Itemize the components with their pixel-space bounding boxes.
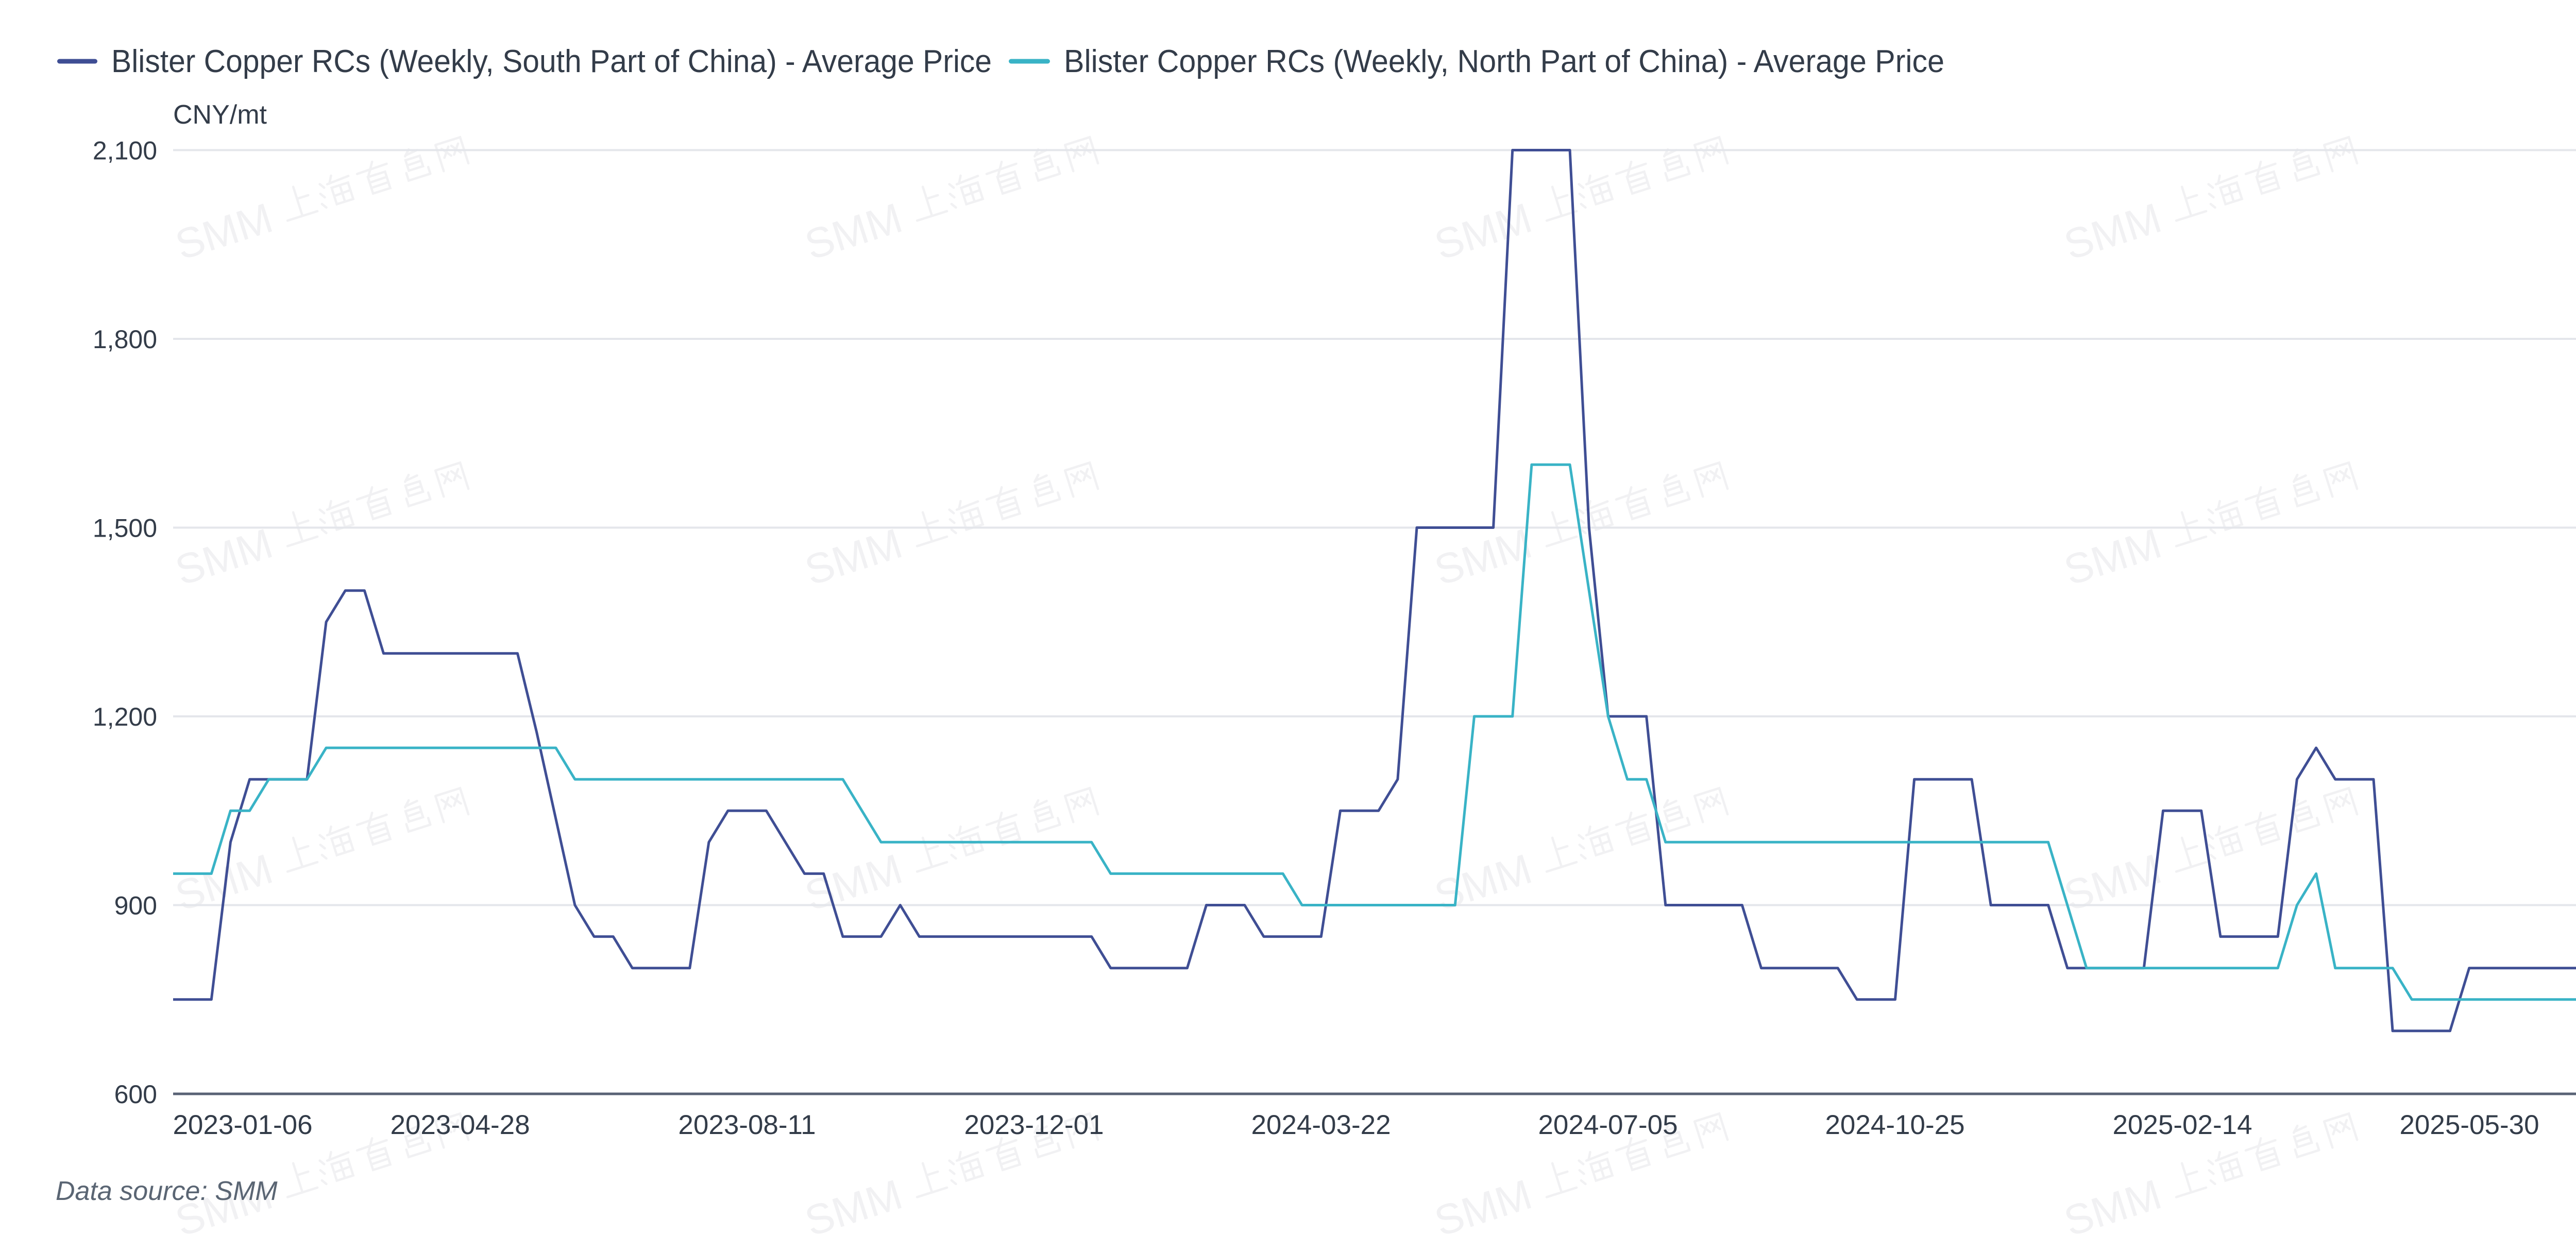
svg-text:2023-08-11: 2023-08-11: [678, 1110, 816, 1140]
svg-text:2024-07-05: 2024-07-05: [1538, 1110, 1677, 1140]
svg-text:2025-05-30: 2025-05-30: [2399, 1110, 2539, 1140]
svg-text:Blister Copper RCs (Weekly, So: Blister Copper RCs (Weekly, South Part o…: [111, 44, 992, 79]
svg-text:1,200: 1,200: [93, 702, 157, 731]
svg-text:CNY/mt: CNY/mt: [173, 100, 267, 130]
svg-text:600: 600: [114, 1080, 157, 1109]
svg-text:2024-03-22: 2024-03-22: [1251, 1110, 1391, 1140]
svg-text:2023-04-28: 2023-04-28: [390, 1110, 530, 1140]
svg-text:2,100: 2,100: [93, 136, 157, 165]
svg-text:1,500: 1,500: [93, 514, 157, 543]
svg-text:2023-12-01: 2023-12-01: [964, 1110, 1104, 1140]
svg-text:Blister Copper RCs (Weekly, No: Blister Copper RCs (Weekly, North Part o…: [1064, 44, 1944, 79]
svg-text:2025-02-14: 2025-02-14: [2112, 1110, 2252, 1140]
svg-text:2023-01-06: 2023-01-06: [173, 1110, 312, 1140]
svg-text:900: 900: [114, 891, 157, 920]
svg-text:2024-10-25: 2024-10-25: [1825, 1110, 1964, 1140]
svg-text:Data source: SMM: Data source: SMM: [56, 1176, 278, 1206]
svg-text:1,800: 1,800: [93, 325, 157, 354]
